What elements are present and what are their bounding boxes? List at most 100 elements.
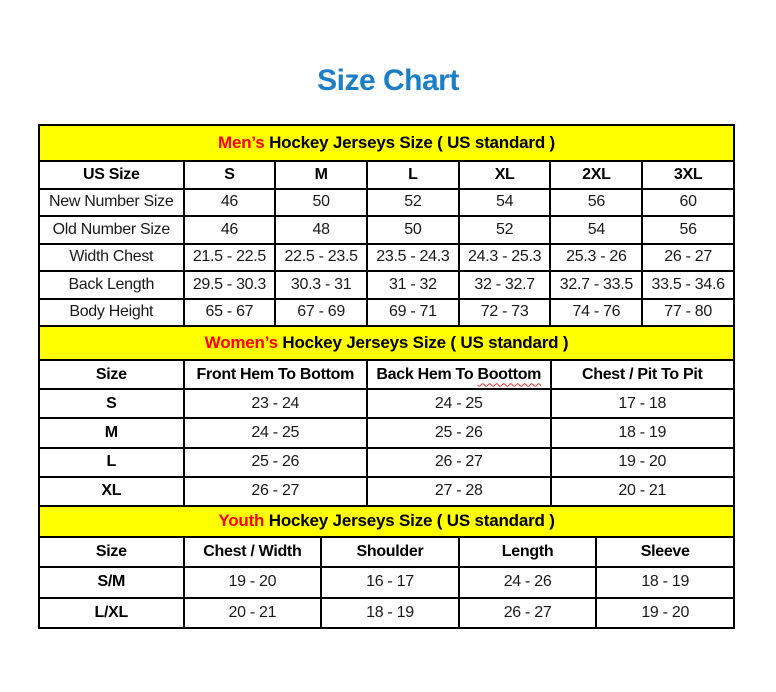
page-title: Size Chart	[317, 64, 459, 97]
size-value: 25 - 26	[182, 446, 369, 478]
band-highlight: Men’s	[218, 133, 265, 152]
size-value: 29.5 - 30.3	[182, 270, 277, 300]
mens-size-table: US Size S M L XL 2XL 3XL New Number Size 46 50 52 5…	[38, 160, 735, 327]
band-title: Youth Hockey Jerseys Size ( US standard …	[218, 511, 555, 531]
col-header: Size	[38, 535, 185, 569]
size-value: 77 - 80	[641, 297, 735, 327]
size-value: 27 - 28	[366, 475, 552, 507]
size-value: 24 - 26	[457, 566, 598, 599]
section-womens: Women’s Hockey Jerseys Size ( US standar…	[38, 325, 736, 507]
section-band-youth: Youth Hockey Jerseys Size ( US standard …	[38, 504, 735, 538]
size-value: 19 - 20	[595, 596, 735, 629]
band-text: Hockey Jerseys Size ( US standard )	[264, 511, 555, 531]
size-value: 22.5 - 23.5	[274, 242, 369, 272]
row-label: L	[38, 446, 185, 478]
col-header: Chest / Pit To Pit	[549, 358, 736, 391]
youth-size-table: Size Chest / Width Shoulder Length Sleeve S/M…	[38, 535, 735, 629]
size-value: 56	[549, 187, 644, 217]
size-value: 32 - 32.7	[457, 270, 552, 300]
size-value: 18 - 19	[549, 417, 736, 449]
size-value: 52	[366, 187, 460, 217]
row-label: S/M	[38, 566, 185, 599]
table-row: L/XL 20 - 21 18 - 19 26 - 27 19 - 20	[38, 596, 735, 629]
band-text: Hockey Jerseys Size ( US standard )	[264, 133, 555, 152]
misspelled-word: Boottom	[477, 365, 542, 383]
size-value: 26 - 27	[182, 475, 369, 507]
size-value: 25 - 26	[366, 417, 552, 449]
table-row: S/M 19 - 20 16 - 17 24 - 26 18 - 19	[38, 566, 735, 599]
header-row: Size Front Hem To Bottom Back Hem To Boott…	[38, 358, 736, 391]
header-row: Size Chest / Width Shoulder Length Sleeve	[38, 535, 735, 569]
size-tables: Men’s Hockey Jerseys Size ( US standard …	[38, 124, 736, 629]
size-value: 50	[366, 215, 460, 245]
table-row: S 23 - 24 24 - 25 17 - 18	[38, 388, 736, 420]
size-value: 54	[549, 215, 644, 245]
row-label: S	[38, 388, 185, 420]
header-row: US Size S M L XL 2XL 3XL	[38, 160, 735, 190]
table-row: Width Chest 21.5 - 22.5 22.5 - 23.5 23.5 - …	[38, 242, 735, 272]
row-label: XL	[38, 475, 185, 507]
col-header: Size	[38, 358, 185, 391]
band-title: Men’s Hockey Jerseys Size ( US standard …	[218, 133, 555, 153]
section-band-womens: Women’s Hockey Jerseys Size ( US standar…	[38, 325, 735, 361]
col-header: XL	[457, 160, 552, 190]
size-value: 26 - 27	[457, 596, 598, 629]
row-label: Back Length	[38, 270, 185, 300]
size-value: 19 - 20	[182, 566, 323, 599]
size-value: 26 - 27	[641, 242, 735, 272]
col-header: 3XL	[641, 160, 735, 190]
size-value: 46	[182, 215, 277, 245]
col-header: Front Hem To Bottom	[182, 358, 369, 391]
size-value: 69 - 71	[366, 297, 460, 327]
section-mens: Men’s Hockey Jerseys Size ( US standard …	[38, 124, 735, 327]
col-header: US Size	[38, 160, 185, 190]
table-row: L 25 - 26 26 - 27 19 - 20	[38, 446, 736, 478]
size-value: 26 - 27	[366, 446, 552, 478]
size-value: 67 - 69	[274, 297, 369, 327]
size-value: 24 - 25	[366, 388, 552, 420]
table-row: M 24 - 25 25 - 26 18 - 19	[38, 417, 736, 449]
table-row: Back Length 29.5 - 30.3 30.3 - 31 31 - 32 32…	[38, 270, 735, 300]
col-header: Shoulder	[320, 535, 460, 569]
size-value: 23.5 - 24.3	[366, 242, 460, 272]
womens-size-table: Size Front Hem To Bottom Back Hem To Boott…	[38, 358, 736, 507]
row-label: L/XL	[38, 596, 185, 629]
size-value: 24 - 25	[182, 417, 369, 449]
col-header-text: Back Hem To	[376, 365, 478, 383]
col-header: Length	[457, 535, 598, 569]
table-row: Old Number Size 46 48 50 52 54 56	[38, 215, 735, 245]
band-title: Women’s Hockey Jerseys Size ( US standar…	[205, 333, 569, 353]
band-text: Hockey Jerseys Size ( US standard )	[277, 333, 569, 352]
size-value: 65 - 67	[182, 297, 277, 327]
col-header: Chest / Width	[182, 535, 323, 569]
size-value: 20 - 21	[182, 596, 323, 629]
size-value: 33.5 - 34.6	[641, 270, 735, 300]
row-label: New Number Size	[38, 187, 185, 217]
col-header: M	[274, 160, 369, 190]
size-value: 46	[182, 187, 277, 217]
size-value: 56	[641, 215, 735, 245]
col-header: Back Hem To Boottom	[366, 358, 552, 391]
size-value: 74 - 76	[549, 297, 644, 327]
size-value: 72 - 73	[457, 297, 552, 327]
row-label: Body Height	[38, 297, 185, 327]
col-header: L	[366, 160, 460, 190]
row-label: M	[38, 417, 185, 449]
size-value: 54	[457, 187, 552, 217]
size-value: 21.5 - 22.5	[182, 242, 277, 272]
row-label: Old Number Size	[38, 215, 185, 245]
size-value: 52	[457, 215, 552, 245]
size-value: 25.3 - 26	[549, 242, 644, 272]
size-value: 20 - 21	[549, 475, 736, 507]
size-value: 48	[274, 215, 369, 245]
row-label: Width Chest	[38, 242, 185, 272]
size-value: 24.3 - 25.3	[457, 242, 552, 272]
size-value: 19 - 20	[549, 446, 736, 478]
band-highlight: Women’s	[204, 333, 278, 352]
col-header: Sleeve	[595, 535, 735, 569]
table-row: Body Height 65 - 67 67 - 69 69 - 71 72 - 73 7…	[38, 297, 735, 327]
size-value: 60	[641, 187, 735, 217]
size-value: 23 - 24	[182, 388, 369, 420]
col-header: S	[182, 160, 277, 190]
